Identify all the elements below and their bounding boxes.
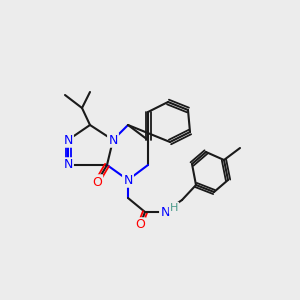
Text: N: N	[160, 206, 170, 218]
Text: O: O	[135, 218, 145, 232]
Text: O: O	[92, 176, 102, 188]
Text: N: N	[63, 134, 73, 146]
Text: N: N	[63, 158, 73, 172]
Text: H: H	[170, 203, 178, 213]
Text: N: N	[108, 134, 118, 146]
Text: N: N	[123, 173, 133, 187]
